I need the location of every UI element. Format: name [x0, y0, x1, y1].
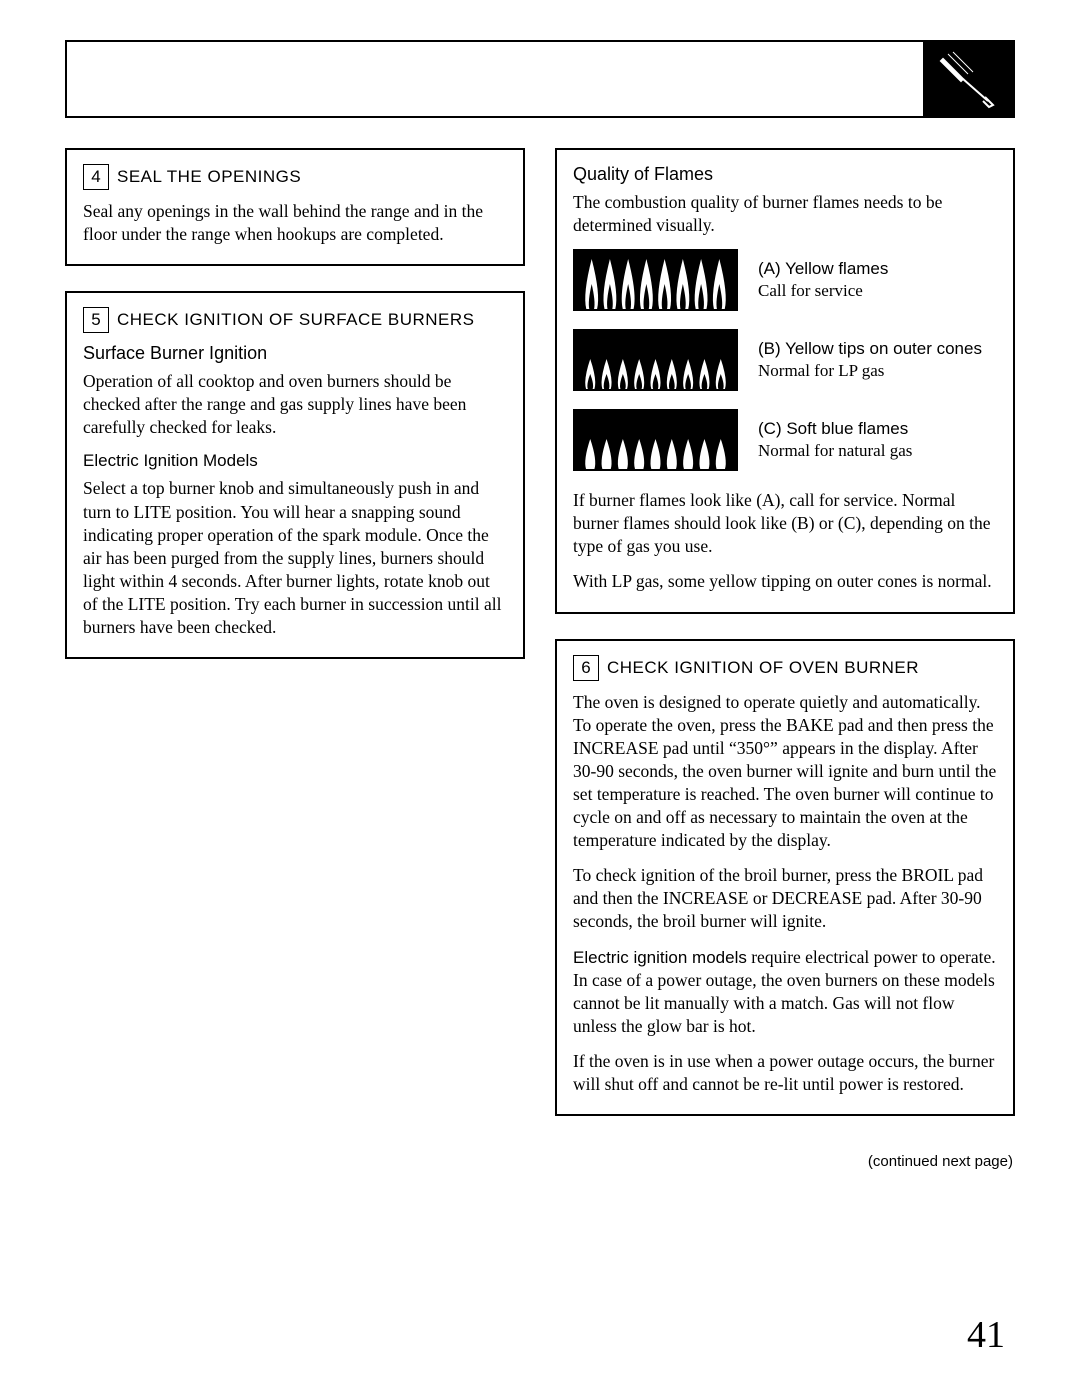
- step-title: CHECK IGNITION OF OVEN BURNER: [607, 658, 919, 678]
- flame-row-a: (A) Yellow flames Call for service: [573, 249, 997, 311]
- screwdriver-icon: [923, 42, 1013, 116]
- step-4-text: Seal any openings in the wall behind the…: [83, 200, 507, 246]
- step-6-p3: Electric ignition models require electri…: [573, 946, 997, 1039]
- quality-title: Quality of Flames: [573, 164, 997, 185]
- page-number: 41: [967, 1313, 1005, 1357]
- flame-row-b: (B) Yellow tips on outer cones Normal fo…: [573, 329, 997, 391]
- quality-intro: The combustion quality of burner flames …: [573, 191, 997, 237]
- quality-box: Quality of Flames The combustion quality…: [555, 148, 1015, 614]
- step-title: SEAL THE OPENINGS: [117, 167, 301, 187]
- flame-row-c: (C) Soft blue flames Normal for natural …: [573, 409, 997, 471]
- step-5-header: 5 CHECK IGNITION OF SURFACE BURNERS: [83, 307, 507, 333]
- step-title: CHECK IGNITION OF SURFACE BURNERS: [117, 310, 474, 330]
- electric-ignition-text: Select a top burner knob and simultaneou…: [83, 477, 507, 639]
- step-6-p2: To check ignition of the broil burner, p…: [573, 864, 997, 933]
- step-number: 5: [83, 307, 109, 333]
- flame-diagram-c: [573, 409, 738, 471]
- content-columns: 4 SEAL THE OPENINGS Seal any openings in…: [65, 148, 1015, 1170]
- flame-a-caption: (A) Yellow flames Call for service: [758, 258, 888, 302]
- left-column: 4 SEAL THE OPENINGS Seal any openings in…: [65, 148, 525, 1170]
- flame-b-text: Normal for LP gas: [758, 361, 884, 380]
- electric-ignition-inline: Electric ignition models: [573, 948, 747, 967]
- quality-para1: If burner flames look like (A), call for…: [573, 489, 997, 558]
- step-6-p4: If the oven is in use when a power outag…: [573, 1050, 997, 1096]
- surface-burner-subtitle: Surface Burner Ignition: [83, 343, 507, 364]
- flame-diagram-b: [573, 329, 738, 391]
- flame-b-caption: (B) Yellow tips on outer cones Normal fo…: [758, 338, 982, 382]
- step-5-box: 5 CHECK IGNITION OF SURFACE BURNERS Surf…: [65, 291, 525, 659]
- flame-c-text: Normal for natural gas: [758, 441, 912, 460]
- step-number: 4: [83, 164, 109, 190]
- continued-label: (continued next page): [555, 1153, 1015, 1170]
- flame-c-label: (C) Soft blue flames: [758, 419, 908, 438]
- quality-para2: With LP gas, some yellow tipping on oute…: [573, 570, 997, 593]
- step-5-intro: Operation of all cooktop and oven burner…: [83, 370, 507, 439]
- header-bar: [65, 40, 1015, 118]
- step-number: 6: [573, 655, 599, 681]
- flame-diagram-a: [573, 249, 738, 311]
- page-container: 4 SEAL THE OPENINGS Seal any openings in…: [0, 0, 1080, 1170]
- electric-ignition-title: Electric Ignition Models: [83, 451, 507, 471]
- step-4-box: 4 SEAL THE OPENINGS Seal any openings in…: [65, 148, 525, 266]
- flame-c-caption: (C) Soft blue flames Normal for natural …: [758, 418, 912, 462]
- step-6-p1: The oven is designed to operate quietly …: [573, 691, 997, 853]
- flame-a-label: (A) Yellow flames: [758, 259, 888, 278]
- step-4-header: 4 SEAL THE OPENINGS: [83, 164, 507, 190]
- step-6-header: 6 CHECK IGNITION OF OVEN BURNER: [573, 655, 997, 681]
- flame-b-label: (B) Yellow tips on outer cones: [758, 339, 982, 358]
- flame-a-text: Call for service: [758, 281, 863, 300]
- step-6-box: 6 CHECK IGNITION OF OVEN BURNER The oven…: [555, 639, 1015, 1117]
- right-column: Quality of Flames The combustion quality…: [555, 148, 1015, 1170]
